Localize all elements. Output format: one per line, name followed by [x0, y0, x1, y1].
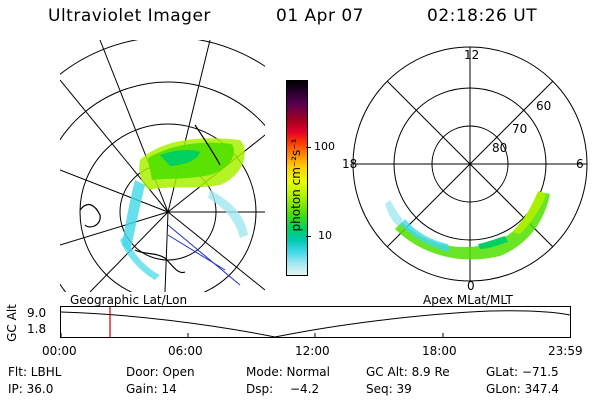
meridian-line [60, 79, 169, 213]
geographic-map [60, 40, 265, 292]
meridian-line [60, 211, 169, 246]
gain-value: Gain: 14 [126, 382, 177, 396]
aurora-oval [385, 191, 550, 260]
track-line [167, 234, 226, 271]
colorbar-tick-label: 10 [318, 229, 332, 242]
aurora-emission [120, 138, 248, 280]
left-map-label: Geographic Lat/Lon [70, 293, 188, 307]
mode-value: Mode: Normal [246, 365, 330, 379]
colorbar-tick-label: 100 [314, 140, 335, 153]
timeline-xtick: 23:59 [548, 344, 583, 358]
timeline-xtick: 06:00 [168, 344, 203, 358]
dsp-label: Dsp: [246, 382, 274, 396]
meridian-line [164, 211, 169, 292]
timeline-xtick: 12:00 [295, 344, 330, 358]
polar-diagonal [386, 80, 554, 248]
lat-circle [60, 81, 265, 292]
sequence-number: Seq: 39 [366, 382, 412, 396]
observation-time: 02:18:26 UT [427, 6, 538, 26]
geo-latitude: GLat: −71.5 [486, 365, 559, 379]
gc-altitude: GC Alt: 8.9 Re [366, 365, 450, 379]
polar-map: 12 18 6 0 60 70 80 [342, 46, 588, 293]
geo-longitude: GLon: 347.4 [486, 382, 559, 396]
lat-label: 80 [492, 141, 507, 155]
mlt-label-bottom: 0 [467, 279, 475, 293]
instrument-title: Ultraviolet Imager [48, 6, 211, 26]
filter-value: Flt: LBHL [8, 365, 62, 379]
timeline-ytick: 9.0 [27, 306, 47, 320]
meridian-line [167, 211, 265, 291]
timeline-ytick: 1.8 [27, 322, 47, 336]
timeline-frame [60, 306, 571, 338]
altitude-curve [60, 310, 571, 338]
colorbar-tick-mark [306, 236, 311, 237]
colorbar-tick-mark [306, 147, 311, 148]
coastline [79, 124, 221, 274]
mlt-label-right: 6 [576, 157, 584, 171]
mlt-label-top: 12 [464, 48, 479, 62]
ip-value: IP: 36.0 [8, 382, 54, 396]
meridian-line [60, 169, 169, 213]
track-line [167, 224, 241, 286]
timeline-xtick: 18:00 [422, 344, 457, 358]
colorbar [286, 80, 308, 276]
mlt-label-left: 18 [342, 157, 357, 171]
right-map-label: Apex MLat/MLT [423, 293, 513, 307]
timeline-xtick: 00:00 [42, 344, 77, 358]
altitude-timeline [60, 306, 571, 338]
door-status: Door: Open [126, 365, 195, 379]
lat-label: 60 [536, 99, 551, 113]
observation-date: 01 Apr 07 [276, 6, 364, 26]
timeline-ylabel: GC Alt [5, 304, 19, 342]
dsp-value: −4.2 [290, 382, 320, 396]
colorbar-unit-label: photon cm⁻²s⁻¹ [289, 138, 303, 232]
lat-label: 70 [512, 122, 527, 136]
